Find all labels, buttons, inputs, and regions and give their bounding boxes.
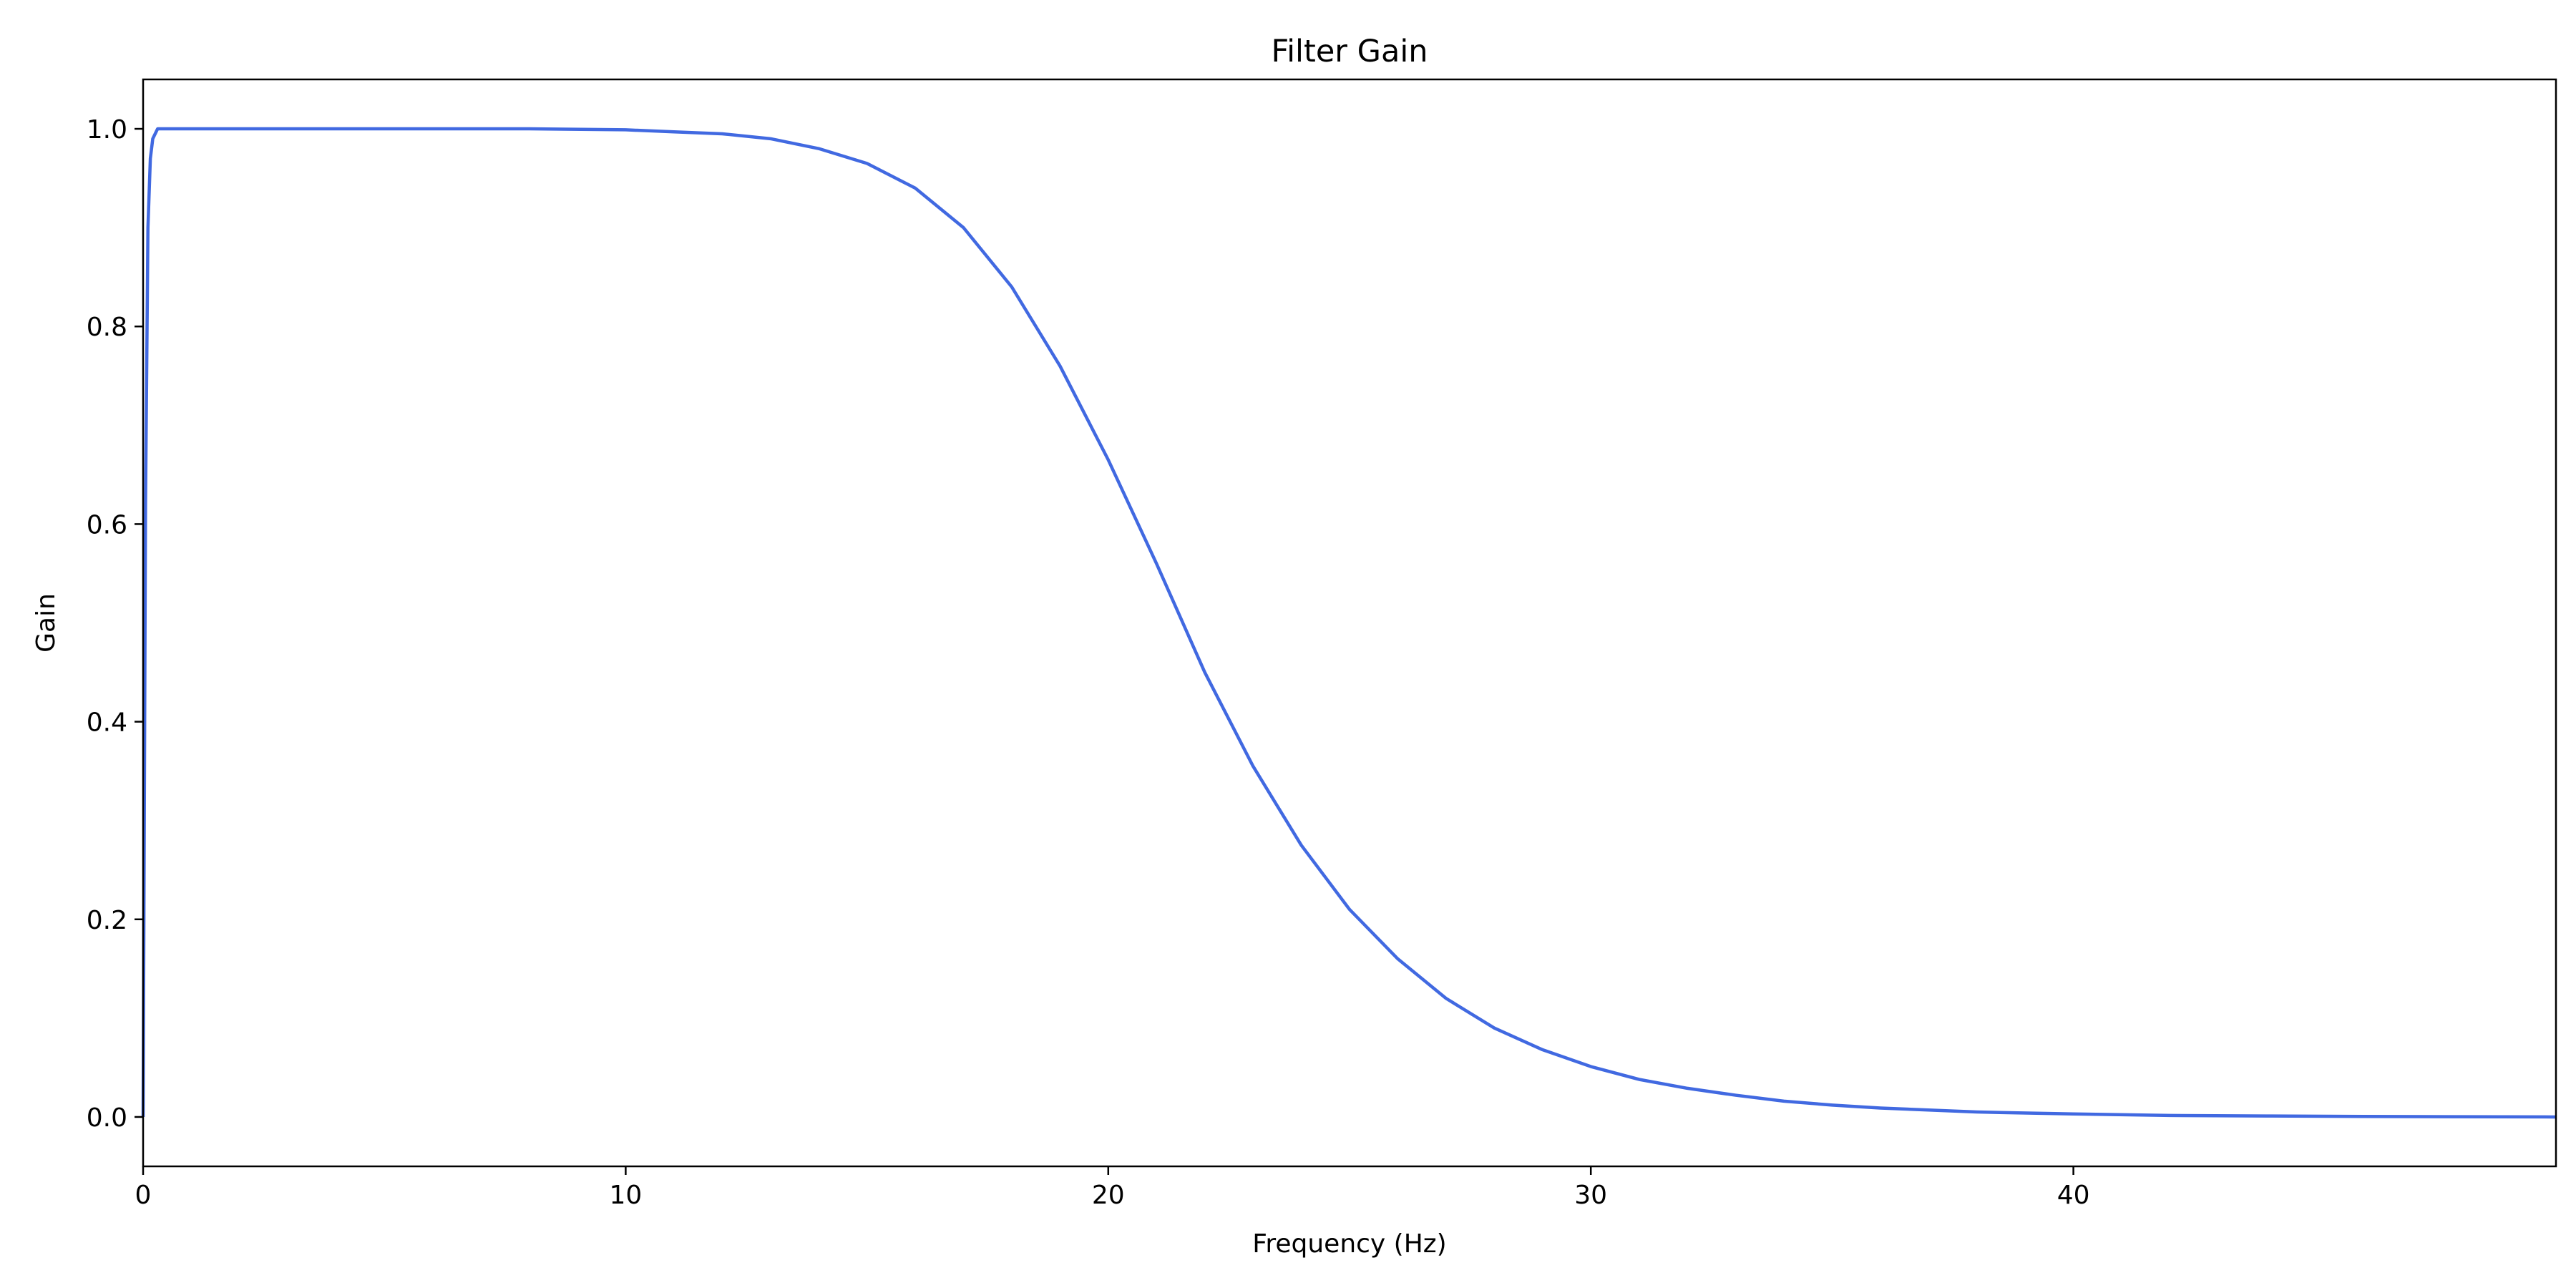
series-line-0 — [141, 127, 2557, 1119]
chart-title: Filter Gain — [1271, 34, 1428, 69]
y-tick-label: 0.6 — [87, 510, 127, 540]
x-tick-label: 20 — [1092, 1181, 1125, 1210]
x-tick-label: 10 — [609, 1181, 642, 1210]
y-tick-label: 0.8 — [87, 313, 127, 342]
axes: 0 10 20 30 40 0.0 0.2 0.4 0.6 0.8 1.0 — [87, 78, 2557, 1210]
y-tick-label: 0.0 — [87, 1103, 127, 1133]
y-axis-label: Gain — [31, 593, 61, 653]
plot-area — [141, 127, 2557, 1119]
x-tick-label: 40 — [2057, 1181, 2090, 1210]
x-tick-label: 30 — [1574, 1181, 1607, 1210]
y-tick-label: 1.0 — [87, 115, 127, 145]
y-tick-label: 0.2 — [87, 906, 127, 935]
y-tick-label: 0.4 — [87, 708, 127, 738]
x-tick-label: 0 — [135, 1181, 152, 1210]
axes-frame — [142, 78, 2557, 1168]
x-axis-label: Frequency (Hz) — [1252, 1229, 1446, 1259]
